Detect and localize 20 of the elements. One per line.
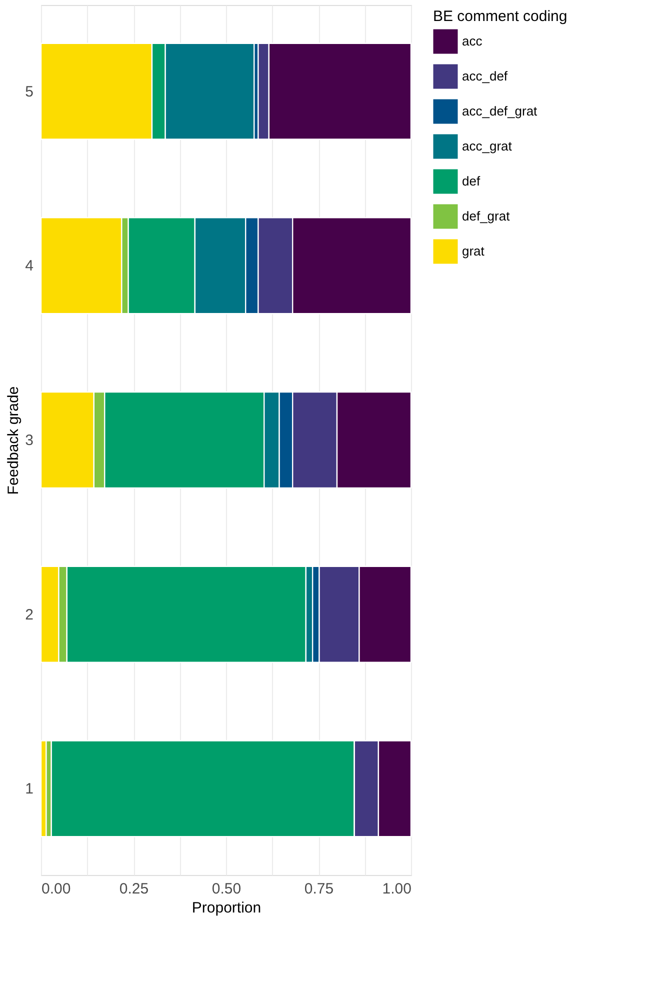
legend-label: acc_def — [462, 68, 508, 84]
x-tick-label: 0.75 — [304, 880, 334, 898]
y-tick-label: 5 — [25, 83, 34, 100]
legend-label: grat — [462, 244, 485, 258]
x-axis-title: Proportion — [192, 900, 262, 916]
x-tick-label: 0.50 — [212, 880, 242, 898]
y-axis-title: Feedback grade — [5, 386, 22, 495]
x-tick-label: 0.00 — [42, 880, 71, 898]
legend-label: def_grat — [462, 208, 510, 224]
legend-label: def — [462, 174, 480, 188]
y-tick-label: 3 — [25, 432, 34, 449]
y-tick-label: 1 — [25, 780, 34, 798]
legend-label: acc_grat — [462, 138, 512, 154]
x-tick-label: 0.25 — [119, 880, 149, 898]
y-tick-label: 2 — [25, 606, 34, 624]
y-tick-label: 4 — [25, 258, 34, 275]
legend-title: BE comment coding — [433, 8, 568, 25]
legend-label: acc — [462, 34, 483, 48]
x-tick-label: 1.00 — [382, 880, 412, 898]
legend-label: acc_def_grat — [462, 104, 538, 118]
